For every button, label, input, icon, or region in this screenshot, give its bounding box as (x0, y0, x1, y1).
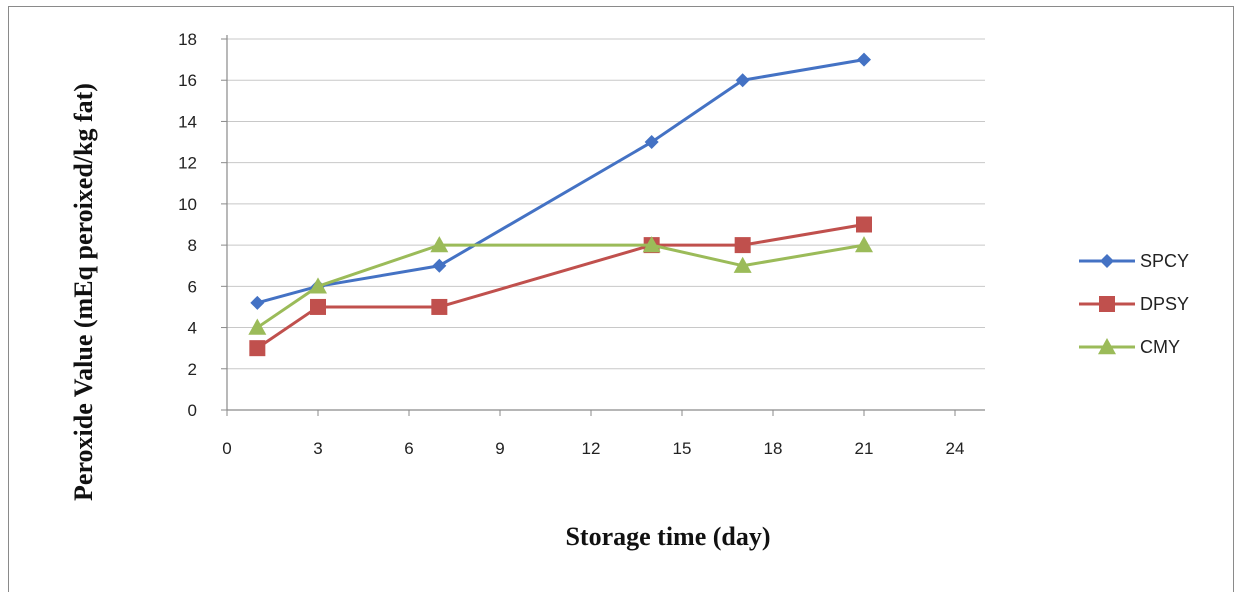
y-tick-label: 8 (188, 236, 197, 255)
data-point-spcy (735, 73, 750, 88)
data-point-cmy (733, 256, 752, 273)
data-point-dpsy (856, 216, 872, 233)
legend-marker-cmy (1098, 338, 1116, 355)
y-axis-title: Peroxide Value (mEq peroixed/kg fat) (69, 83, 98, 501)
data-point-dpsy (249, 340, 266, 357)
x-tick-label: 9 (495, 439, 504, 458)
data-point-cmy (248, 318, 267, 335)
y-tick-label: 6 (188, 277, 197, 296)
series-line-spcy (256, 58, 865, 305)
series-line-cmy (256, 243, 865, 329)
data-point-spcy (857, 52, 871, 67)
y-tick-label: 2 (188, 360, 197, 379)
y-tick-label: 14 (178, 112, 197, 131)
legend-marker-dpsy (1099, 296, 1115, 312)
series-line-dpsy (256, 223, 865, 350)
legend-label-spcy: SPCY (1140, 251, 1189, 271)
legend-entry-spcy: SPCY (1079, 251, 1189, 271)
legend-entry-dpsy: DPSY (1079, 294, 1189, 314)
legend-entry-cmy: CMY (1079, 337, 1180, 357)
x-tick-label: 21 (855, 439, 874, 458)
x-tick-label: 0 (222, 439, 231, 458)
y-tick-label: 12 (178, 154, 197, 173)
y-tick-label: 10 (178, 195, 197, 214)
x-axis-title: Storage time (day) (565, 522, 770, 551)
series-cmy (248, 236, 873, 335)
series-dpsy (249, 216, 872, 357)
x-tick-label: 18 (764, 439, 783, 458)
legend-marker-spcy (1100, 254, 1114, 268)
data-point-spcy (250, 295, 265, 310)
chart-frame (8, 6, 1234, 592)
x-tick-label: 24 (946, 439, 965, 458)
series-spcy (250, 52, 871, 310)
data-point-dpsy (431, 298, 448, 315)
y-tick-label: 18 (178, 30, 197, 49)
x-tick-label: 15 (673, 439, 692, 458)
y-tick-label: 4 (188, 319, 197, 338)
y-tick-label: 0 (188, 401, 197, 420)
data-point-cmy (855, 236, 873, 253)
x-tick-label: 6 (404, 439, 413, 458)
series-layer (248, 52, 873, 357)
data-point-cmy (309, 277, 327, 294)
legend-label-cmy: CMY (1140, 337, 1180, 357)
data-point-spcy (644, 135, 659, 150)
legend-label-dpsy: DPSY (1140, 294, 1189, 314)
legend: SPCY DPSY CMY (1079, 251, 1189, 357)
data-point-cmy (642, 236, 661, 253)
x-tick-label: 12 (582, 439, 601, 458)
data-point-dpsy (310, 298, 326, 315)
data-point-spcy (432, 258, 447, 273)
axes (221, 35, 985, 416)
gridlines (227, 38, 985, 370)
x-tick-label: 3 (313, 439, 322, 458)
data-point-dpsy (734, 237, 751, 254)
data-point-cmy (430, 236, 449, 253)
y-tick-label: 16 (178, 71, 197, 90)
